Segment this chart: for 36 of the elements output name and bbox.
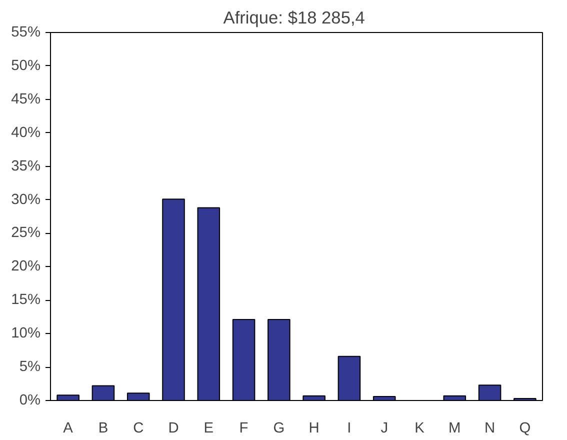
y-tick-label: 15%	[11, 292, 41, 308]
bar	[126, 392, 150, 400]
y-tick-label: 35%	[11, 158, 41, 174]
x-tick-label: K	[414, 420, 425, 436]
x-tick-label: A	[63, 420, 74, 436]
y-tick-label: 20%	[11, 258, 41, 275]
x-tick-label: J	[380, 420, 388, 436]
y-tick-label: 30%	[11, 192, 41, 208]
y-tick-label: 25%	[11, 225, 41, 242]
x-tick-label: E	[204, 420, 214, 436]
bar	[197, 207, 220, 400]
bar	[478, 384, 502, 400]
bar	[92, 385, 115, 400]
x-tick-label: Q	[519, 420, 531, 436]
x-tick-label: D	[168, 420, 179, 436]
y-tick-label: 50%	[11, 58, 41, 74]
y-tick-label: 45%	[11, 91, 41, 108]
y-tick-label: 40%	[11, 124, 41, 141]
bar	[162, 198, 185, 400]
bar	[232, 319, 256, 400]
y-tick-label: 5%	[19, 359, 41, 376]
x-tick-label: N	[484, 420, 496, 436]
x-tick-label: M	[448, 420, 461, 436]
x-tick-label: B	[98, 420, 108, 436]
y-tick-label: 10%	[11, 326, 41, 342]
bar	[338, 356, 361, 400]
bar	[268, 319, 290, 400]
x-tick-label: G	[273, 420, 285, 436]
bar	[56, 394, 80, 400]
x-tick-label: F	[239, 420, 248, 436]
x-tick-label: H	[308, 420, 320, 436]
x-tick-label: I	[347, 420, 352, 436]
chart-title: Afrique: $18 285,4	[223, 8, 366, 28]
y-tick-label: 0%	[19, 392, 41, 408]
y-tick-label: 55%	[11, 24, 41, 40]
x-tick-label: C	[133, 420, 144, 436]
